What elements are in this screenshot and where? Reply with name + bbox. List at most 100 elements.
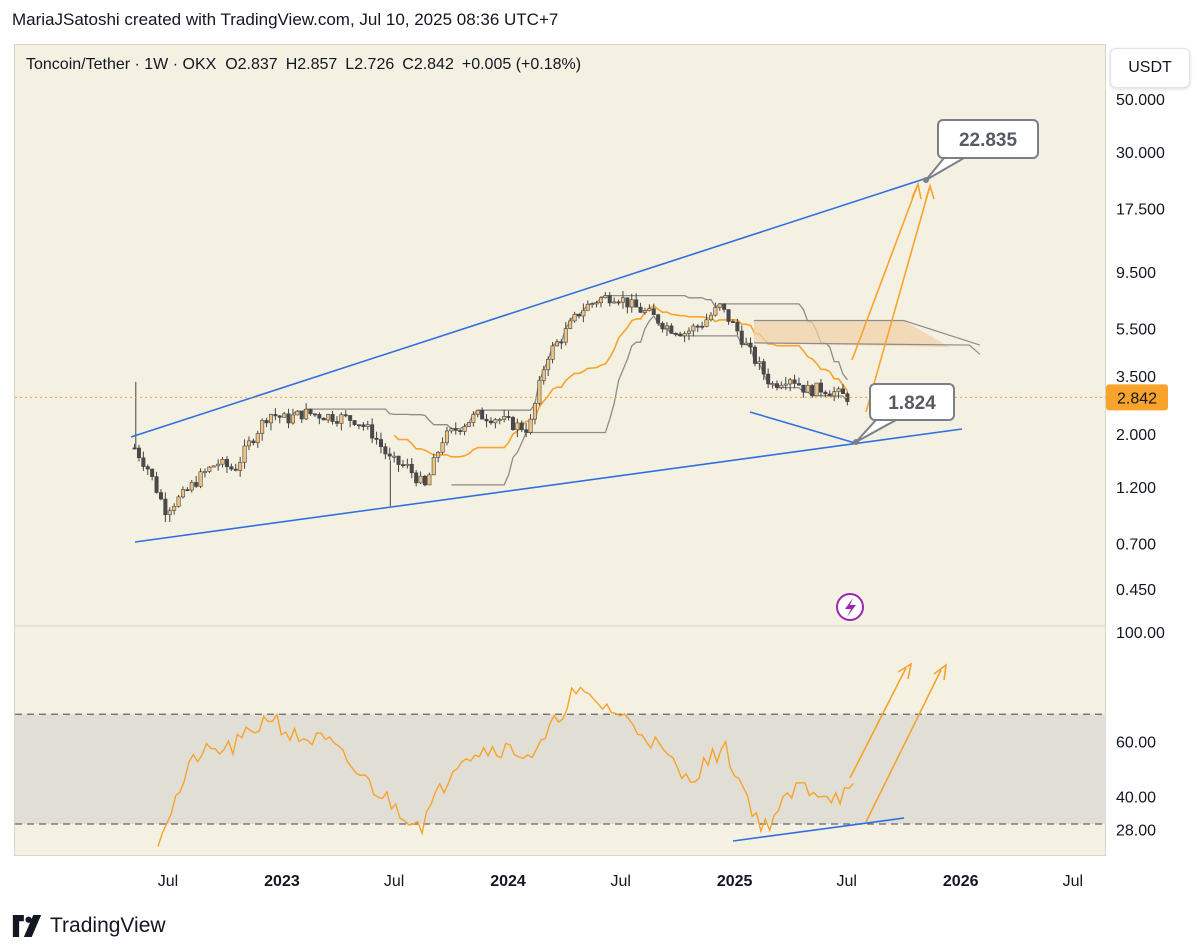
target-callout-dot bbox=[923, 177, 929, 183]
candle bbox=[145, 466, 150, 470]
rsi-line bbox=[157, 686, 854, 847]
candle bbox=[422, 475, 427, 486]
rsi-support-line bbox=[732, 817, 905, 842]
candle bbox=[273, 414, 278, 417]
candle bbox=[664, 325, 669, 330]
price-tick-label: 1.200 bbox=[1116, 480, 1156, 497]
candle bbox=[691, 325, 696, 332]
candle bbox=[502, 416, 507, 420]
candle bbox=[466, 422, 471, 427]
candle bbox=[348, 415, 353, 421]
tradingview-footer: TradingView bbox=[12, 914, 166, 938]
candle bbox=[805, 385, 810, 393]
candle bbox=[427, 474, 432, 486]
candle bbox=[770, 383, 775, 386]
candle bbox=[576, 314, 581, 317]
candle bbox=[163, 498, 168, 516]
candle bbox=[669, 325, 674, 334]
time-tick-label: 2023 bbox=[264, 873, 300, 890]
candle bbox=[304, 408, 309, 420]
candle bbox=[132, 447, 137, 450]
candle bbox=[414, 472, 419, 484]
candle bbox=[216, 463, 221, 467]
candle bbox=[625, 297, 630, 308]
candle bbox=[810, 385, 815, 397]
candle bbox=[211, 465, 216, 468]
candle bbox=[458, 430, 463, 432]
candle bbox=[761, 361, 766, 375]
candle bbox=[198, 471, 203, 487]
candle bbox=[568, 320, 573, 329]
candle bbox=[480, 409, 485, 420]
candle bbox=[312, 413, 317, 416]
candle bbox=[484, 418, 489, 422]
candle bbox=[317, 414, 322, 419]
candle bbox=[299, 410, 304, 420]
price-tick-label: 0.700 bbox=[1116, 536, 1156, 553]
candle bbox=[510, 417, 515, 431]
symbol-legend: Toncoin/Tether · 1W · OKX O2.837 H2.857 L2… bbox=[26, 56, 581, 74]
change-value: +0.005 (+0.18%) bbox=[461, 56, 582, 73]
candle bbox=[713, 307, 718, 316]
candle bbox=[370, 424, 375, 439]
time-tick-label: Jul bbox=[837, 873, 857, 890]
candle bbox=[334, 421, 339, 424]
target-callout-label: 22.835 bbox=[959, 130, 1018, 151]
time-tick-label: Jul bbox=[610, 873, 630, 890]
candle bbox=[392, 455, 397, 458]
candle bbox=[704, 319, 709, 327]
candle bbox=[823, 391, 828, 395]
candle bbox=[603, 295, 608, 299]
low-label: L bbox=[345, 56, 355, 73]
price-axis[interactable] bbox=[1106, 44, 1200, 856]
candle bbox=[409, 463, 414, 474]
candle bbox=[431, 457, 436, 476]
candle bbox=[620, 297, 625, 303]
candle bbox=[356, 424, 361, 427]
target-callout-pointer bbox=[925, 157, 965, 181]
time-tick-label: Jul bbox=[1063, 873, 1083, 890]
candle bbox=[282, 413, 287, 418]
candle bbox=[158, 492, 163, 500]
candle bbox=[796, 383, 801, 386]
candle bbox=[224, 459, 229, 468]
candle bbox=[352, 420, 357, 425]
candle bbox=[436, 452, 441, 458]
candle bbox=[378, 439, 383, 448]
candle bbox=[616, 301, 621, 304]
candle bbox=[400, 464, 405, 467]
high-label: H bbox=[285, 56, 298, 73]
close-value: 2.842 bbox=[413, 56, 454, 73]
candle bbox=[308, 408, 313, 415]
last-price-label: 2.842 bbox=[1117, 390, 1157, 407]
candle bbox=[700, 325, 705, 328]
currency-button[interactable]: USDT bbox=[1110, 48, 1190, 88]
candle bbox=[660, 322, 665, 330]
candle bbox=[207, 466, 212, 472]
high-value: 2.857 bbox=[297, 56, 338, 73]
candle bbox=[708, 314, 713, 321]
cloud-edge-line bbox=[753, 319, 981, 346]
price-tick-label: 50.000 bbox=[1116, 92, 1165, 109]
candle bbox=[722, 303, 727, 310]
candle bbox=[774, 383, 779, 388]
candle bbox=[726, 309, 731, 322]
candle bbox=[255, 433, 260, 444]
candle bbox=[396, 455, 401, 465]
candle bbox=[788, 379, 793, 385]
time-tick-label: 2024 bbox=[490, 873, 526, 890]
candle bbox=[590, 303, 595, 306]
candle bbox=[651, 308, 656, 315]
candle bbox=[229, 466, 234, 470]
candle bbox=[251, 440, 256, 444]
candle bbox=[260, 420, 265, 434]
candle bbox=[524, 429, 529, 433]
cloud-edge-line bbox=[753, 342, 981, 355]
candle bbox=[638, 306, 643, 313]
candle bbox=[752, 346, 757, 364]
candle bbox=[642, 310, 647, 313]
candle bbox=[840, 388, 845, 395]
rsi-tick-label: 60.00 bbox=[1116, 735, 1156, 752]
candle bbox=[497, 419, 502, 421]
